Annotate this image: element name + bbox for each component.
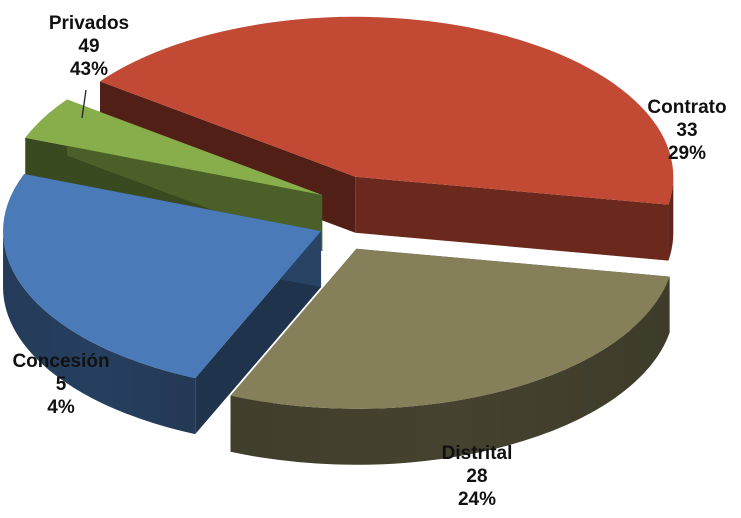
label-privados-name: Privados xyxy=(48,13,130,34)
slice-distrital xyxy=(3,173,322,435)
label-distrital-value: 28 xyxy=(466,466,488,487)
slice-contrato-side-shade xyxy=(230,276,670,465)
slice-privados-side-shade xyxy=(668,176,674,261)
label-concesion-percent: 4% xyxy=(47,397,75,418)
privados-leader-line xyxy=(81,89,87,119)
slice-contrato xyxy=(230,248,670,465)
label-distrital-name: Distrital xyxy=(441,443,513,464)
label-privados-percent: 43% xyxy=(69,59,109,80)
label-distrital: Distrital 28 24% xyxy=(422,442,532,511)
label-concesion-value: 5 xyxy=(55,374,67,395)
slice-distrital-wall-start xyxy=(195,231,322,435)
label-privados: Privados 49 43% xyxy=(34,12,144,81)
slice-concesion-top xyxy=(25,99,323,195)
slice-privados-wall-end xyxy=(355,176,669,261)
label-privados-value: 49 xyxy=(78,36,100,57)
slice-distrital-top xyxy=(3,173,322,379)
label-contrato-value: 33 xyxy=(676,120,698,141)
label-contrato-percent: 29% xyxy=(667,143,707,164)
label-contrato-name: Contrato xyxy=(647,97,727,118)
slice-privados-top xyxy=(100,16,674,205)
label-concesion-name: Concesión xyxy=(12,351,110,372)
label-distrital-percent: 24% xyxy=(457,489,497,510)
label-concesion: Concesión 5 4% xyxy=(6,350,116,419)
slice-contrato-top xyxy=(230,248,670,409)
label-contrato: Contrato 33 29% xyxy=(632,96,741,165)
slice-distrital-side-shade xyxy=(3,231,196,435)
